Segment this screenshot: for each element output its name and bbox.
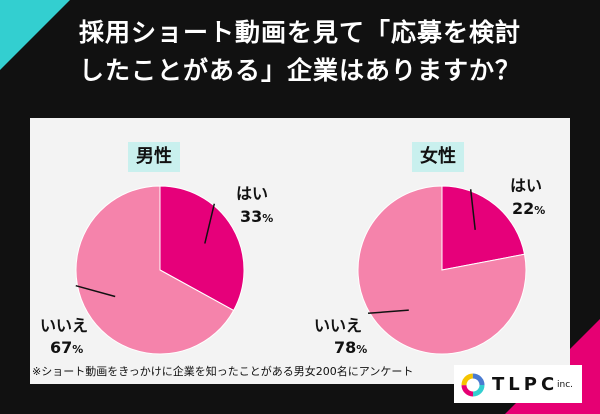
male-yes-unit: % — [262, 212, 274, 225]
title-line-2: したことがある」企業はありますか？ — [78, 56, 521, 85]
male-no-label: いいえ — [40, 316, 89, 335]
female-yes-label-group: はい — [510, 172, 542, 196]
female-no-value: 78 — [334, 338, 357, 357]
male-yes-label: はい — [236, 184, 269, 203]
male-yes-label-group: はい — [236, 180, 268, 204]
male-leader-line-no — [75, 284, 116, 298]
male-yes-value: 33 — [240, 207, 263, 226]
female-leader-line-yes — [469, 189, 476, 230]
male-chart-title: 男性 — [128, 142, 180, 172]
male-no-unit: % — [72, 343, 84, 356]
female-yes-label: はい — [510, 176, 543, 195]
logo-text: TLPC — [492, 374, 559, 395]
male-slice-no — [75, 185, 235, 355]
male-pie-chart — [75, 185, 245, 355]
male-no-label-group: いいえ — [40, 312, 88, 336]
chart-title: 採用ショート動画を見て「応募を検討 したことがある」企業はありますか？ — [40, 14, 560, 90]
female-no-label-group: いいえ — [314, 312, 362, 336]
female-chart-title: 女性 — [412, 142, 464, 172]
male-yes-percent: 33% — [240, 207, 273, 226]
female-yes-value: 22 — [512, 199, 535, 218]
female-slice-no — [357, 185, 527, 355]
female-pie-chart — [357, 185, 527, 355]
logo-suffix: inc. — [557, 380, 574, 390]
female-no-percent: 78% — [334, 338, 367, 357]
female-yes-unit: % — [534, 204, 546, 217]
female-slice-yes — [441, 185, 526, 271]
title-line-1: 採用ショート動画を見て「応募を検討 — [78, 18, 521, 47]
logo-ring-icon — [461, 373, 485, 397]
female-no-label: いいえ — [314, 316, 363, 335]
male-slice-yes — [159, 185, 245, 312]
female-no-unit: % — [356, 343, 368, 356]
male-no-percent: 67% — [50, 338, 83, 357]
male-no-value: 67 — [50, 338, 73, 357]
company-logo: TLPC inc. — [454, 365, 582, 403]
teal-corner-accent — [0, 0, 70, 70]
female-leader-line-no — [368, 309, 409, 315]
survey-footnote: ※ショート動画をきっかけに企業を知ったことがある男女200名にアンケート — [32, 365, 414, 378]
male-leader-line-yes — [204, 203, 216, 244]
female-yes-percent: 22% — [512, 199, 545, 218]
